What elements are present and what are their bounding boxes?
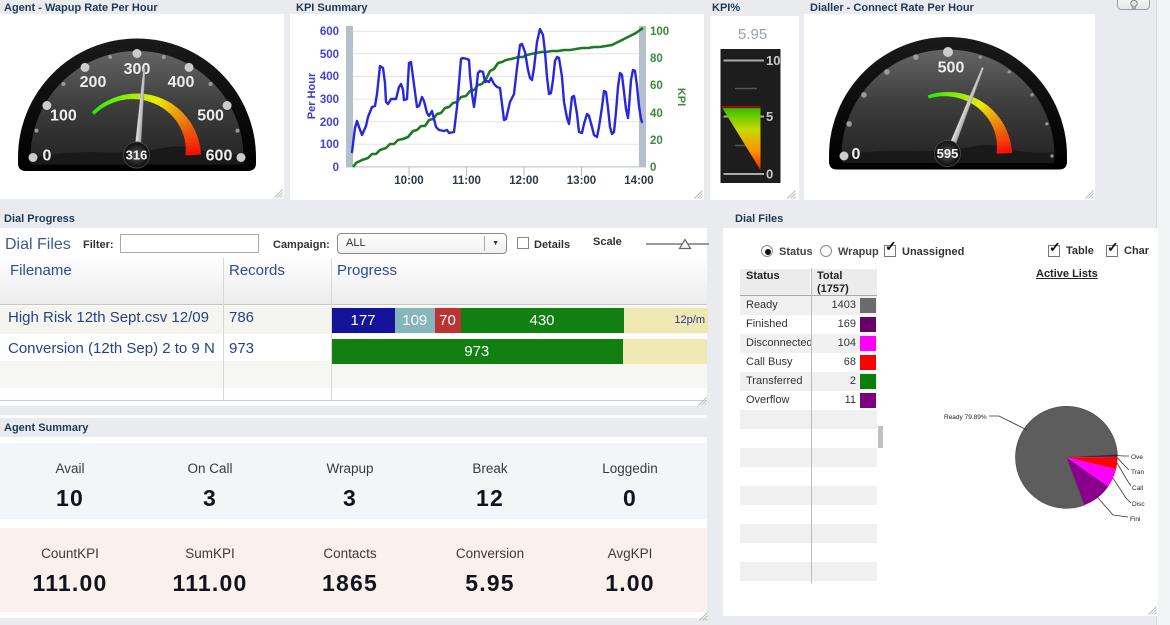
svg-text:12:00: 12:00 — [509, 175, 538, 187]
svg-text:500: 500 — [938, 60, 965, 77]
svg-text:0: 0 — [333, 162, 339, 174]
svg-text:500: 500 — [197, 108, 224, 125]
svg-text:400: 400 — [320, 71, 339, 83]
svg-text:595: 595 — [937, 146, 959, 161]
svg-text:200: 200 — [80, 74, 107, 91]
svg-text:20: 20 — [650, 135, 663, 147]
svg-text:0: 0 — [852, 146, 861, 163]
svg-text:Ready 79.89%: Ready 79.89% — [944, 414, 987, 421]
svg-text:13:00: 13:00 — [567, 175, 596, 187]
svg-text:Call: Call — [1132, 485, 1144, 492]
svg-text:40: 40 — [650, 108, 663, 120]
svg-text:KPI: KPI — [675, 88, 687, 106]
svg-text:316: 316 — [126, 148, 148, 163]
svg-text:100: 100 — [650, 26, 669, 38]
svg-text:Disc: Disc — [1132, 501, 1145, 508]
svg-text:Per Hour: Per Hour — [306, 72, 318, 119]
svg-text:Fini: Fini — [1130, 516, 1140, 523]
svg-text:500: 500 — [320, 49, 339, 61]
svg-text:300: 300 — [124, 61, 151, 78]
svg-text:0: 0 — [766, 167, 773, 182]
svg-text:200: 200 — [320, 117, 339, 129]
svg-text:5.95: 5.95 — [738, 26, 767, 43]
svg-text:600: 600 — [206, 148, 233, 165]
svg-text:5: 5 — [766, 109, 773, 124]
svg-text:80: 80 — [650, 53, 663, 65]
svg-text:Ove: Ove — [1131, 454, 1143, 461]
svg-text:300: 300 — [320, 94, 339, 106]
svg-text:100: 100 — [50, 108, 77, 125]
svg-text:0: 0 — [650, 162, 656, 174]
svg-text:400: 400 — [168, 74, 195, 91]
svg-text:600: 600 — [320, 26, 339, 38]
svg-text:100: 100 — [320, 139, 339, 151]
svg-text:60: 60 — [650, 80, 663, 92]
svg-text:10: 10 — [766, 53, 780, 68]
svg-text:0: 0 — [43, 148, 52, 165]
svg-text:11:00: 11:00 — [452, 175, 481, 187]
svg-text:10:00: 10:00 — [394, 175, 423, 187]
svg-text:Tran: Tran — [1131, 469, 1145, 476]
svg-text:14:00: 14:00 — [624, 175, 653, 187]
